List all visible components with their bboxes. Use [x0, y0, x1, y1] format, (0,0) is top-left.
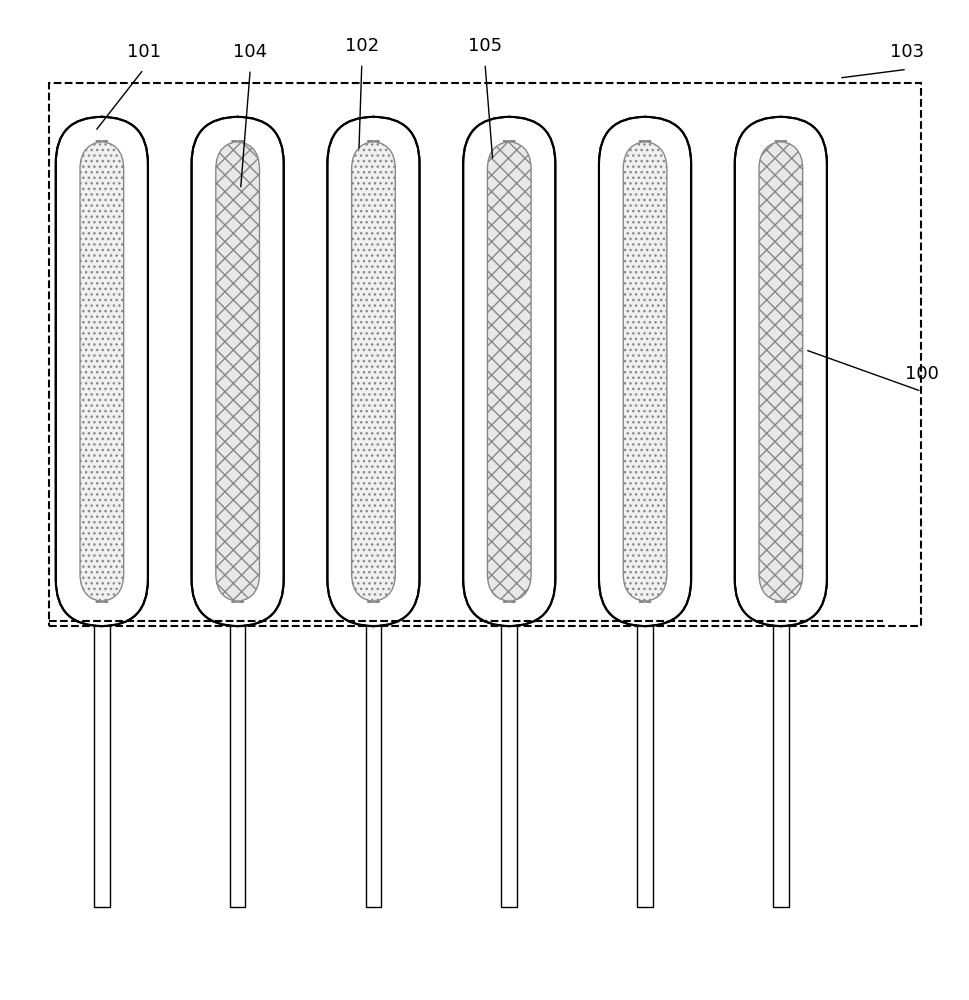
- FancyBboxPatch shape: [79, 141, 124, 602]
- Bar: [619, 422, 670, 500]
- Text: 101: 101: [126, 43, 161, 61]
- Bar: [772, 422, 788, 626]
- Bar: [755, 422, 805, 500]
- Bar: [94, 422, 109, 626]
- Bar: [484, 422, 534, 500]
- Bar: [212, 422, 263, 500]
- FancyBboxPatch shape: [487, 141, 531, 602]
- FancyBboxPatch shape: [215, 141, 259, 602]
- Bar: [230, 500, 245, 907]
- Bar: [365, 422, 381, 626]
- Bar: [637, 500, 652, 907]
- FancyBboxPatch shape: [758, 141, 802, 602]
- Text: 103: 103: [889, 43, 923, 61]
- Text: 105: 105: [467, 37, 502, 55]
- FancyBboxPatch shape: [351, 141, 394, 602]
- FancyBboxPatch shape: [599, 117, 690, 626]
- Bar: [637, 422, 652, 626]
- Bar: [230, 422, 245, 626]
- Bar: [501, 422, 516, 626]
- FancyBboxPatch shape: [56, 117, 147, 626]
- FancyBboxPatch shape: [623, 141, 667, 602]
- Bar: [772, 500, 788, 907]
- Text: 100: 100: [904, 365, 937, 383]
- Bar: [94, 500, 109, 907]
- Bar: [501, 500, 516, 907]
- FancyBboxPatch shape: [328, 117, 419, 626]
- FancyBboxPatch shape: [735, 117, 826, 626]
- Bar: [365, 500, 381, 907]
- Bar: [48, 83, 921, 626]
- FancyBboxPatch shape: [463, 117, 554, 626]
- Text: 102: 102: [344, 37, 379, 55]
- Text: 104: 104: [233, 43, 267, 61]
- Bar: [77, 422, 127, 500]
- FancyBboxPatch shape: [191, 117, 283, 626]
- Bar: [348, 422, 398, 500]
